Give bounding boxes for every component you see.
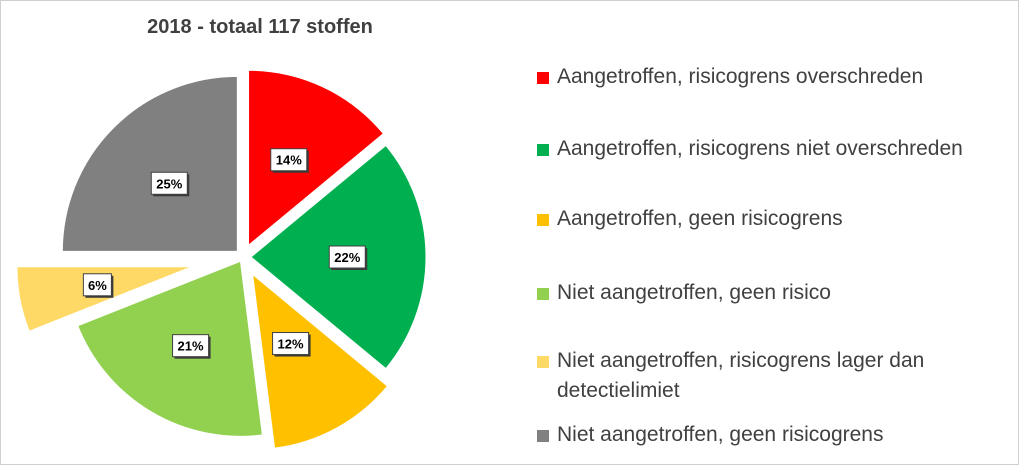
- legend-swatch: [537, 72, 549, 84]
- data-label-text: 14%: [276, 153, 302, 168]
- data-label-text: 12%: [278, 337, 304, 352]
- legend-item: Aangetroffen, risicogrens niet overschre…: [537, 134, 963, 164]
- chart-title: 2018 - totaal 117 stoffen: [147, 16, 373, 38]
- legend-swatch: [537, 214, 549, 226]
- legend-label: Niet aangetroffen, geen risicogrens: [557, 423, 884, 446]
- data-label-text: 21%: [178, 339, 204, 354]
- legend-item: Niet aangetroffen, geen risicogrens: [537, 420, 883, 450]
- legend-item: Niet aangetroffen, geen risico: [537, 278, 831, 308]
- legend-swatch: [537, 144, 549, 156]
- legend-swatch: [537, 356, 549, 368]
- legend-label: Niet aangetroffen, geen risico: [557, 281, 831, 304]
- data-label-text: 22%: [334, 250, 360, 265]
- legend-label: Niet aangetroffen, risicogrens lager dan…: [557, 349, 925, 402]
- data-label: 22%: [328, 245, 368, 270]
- legend-swatch: [537, 430, 549, 442]
- legend-item: Aangetroffen, geen risicogrens: [537, 204, 843, 234]
- data-label: 21%: [172, 334, 211, 359]
- pie-slice: [248, 69, 385, 247]
- legend-label: Aangetroffen, geen risicogrens: [557, 207, 843, 230]
- data-label: 12%: [272, 332, 311, 357]
- pie-chart: 14% 22% 12% 21% 6% 25%: [16, 69, 427, 449]
- legend-label: Aangetroffen, risicogrens niet overschre…: [557, 137, 963, 160]
- pie-slice: [77, 260, 263, 437]
- legend-label: Aangetroffen, risicogrens overschreden: [557, 65, 924, 88]
- legend-swatch: [537, 288, 549, 300]
- pie-slice: [16, 266, 193, 332]
- pie-slice: [61, 75, 238, 252]
- data-label: 14%: [270, 148, 309, 173]
- legend-item: Aangetroffen, risicogrens overschreden: [537, 62, 923, 92]
- data-label-text: 25%: [156, 176, 182, 191]
- pie-slice: [251, 273, 389, 449]
- legend-item: Niet aangetroffen, risicogrens lager dan…: [537, 346, 924, 406]
- data-label-text: 6%: [88, 278, 107, 293]
- data-label: 6%: [82, 273, 114, 298]
- data-label: 25%: [150, 171, 190, 197]
